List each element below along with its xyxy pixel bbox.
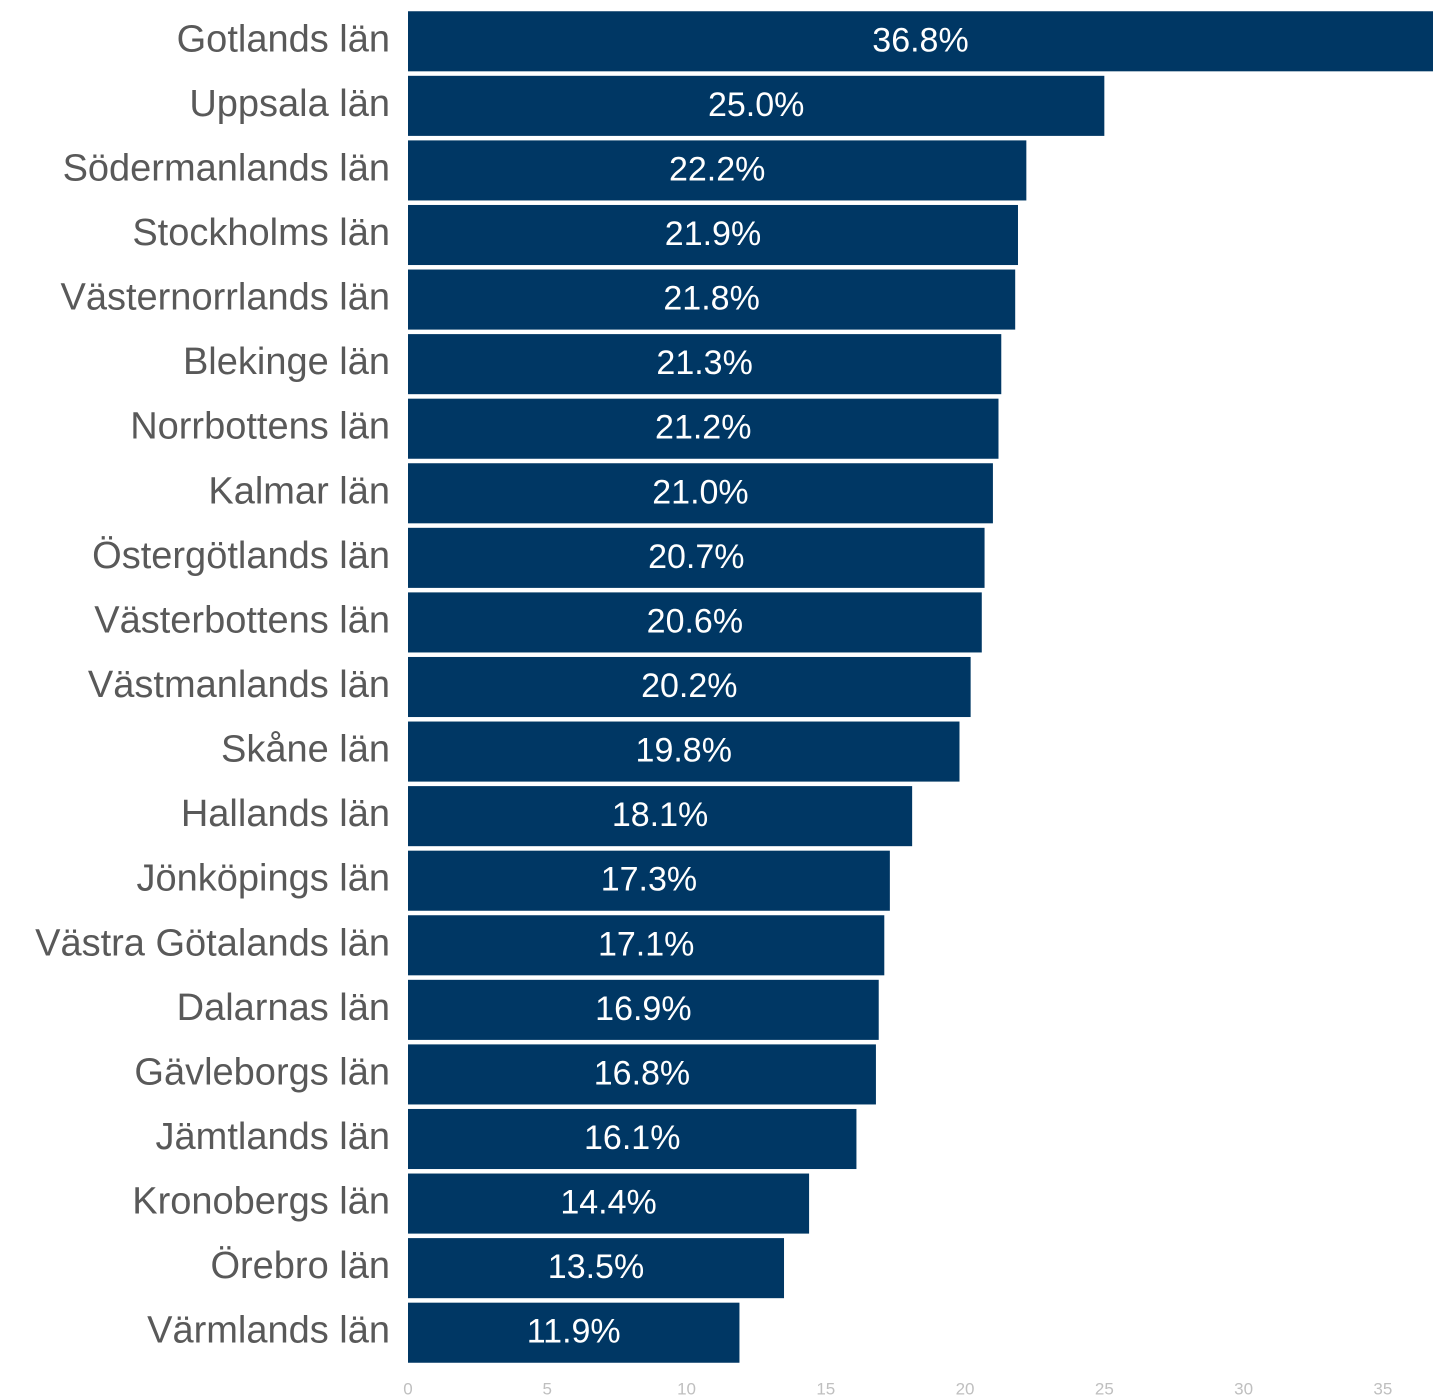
bar xyxy=(408,979,879,1040)
value-label: 16.1% xyxy=(584,1119,680,1157)
bar xyxy=(408,1044,876,1105)
value-label: 13.5% xyxy=(548,1248,644,1286)
value-label: 18.1% xyxy=(612,796,708,834)
value-label: 21.2% xyxy=(655,409,751,447)
x-tick-label: 35 xyxy=(1373,1379,1392,1398)
value-label: 20.2% xyxy=(641,667,737,705)
y-tick-label: Örebro län xyxy=(210,1245,390,1287)
y-tick-label: Västerbottens län xyxy=(94,599,390,641)
value-label: 21.8% xyxy=(663,280,759,318)
bar xyxy=(408,1238,785,1299)
x-tick-label: 15 xyxy=(816,1379,835,1398)
value-label: 19.8% xyxy=(636,732,732,770)
y-tick-label: Västernorrlands län xyxy=(60,277,390,319)
x-tick-label: 20 xyxy=(956,1379,975,1398)
y-tick-label: Södermanlands län xyxy=(63,147,390,189)
y-tick-label: Dalarnas län xyxy=(177,987,390,1029)
bar xyxy=(408,592,982,653)
bar xyxy=(408,656,971,718)
y-tick-label: Norrbottens län xyxy=(130,406,390,448)
y-tick-label: Östergötlands län xyxy=(92,535,390,577)
bar xyxy=(408,915,885,976)
x-tick-label: 0 xyxy=(403,1379,412,1398)
x-tick-label: 5 xyxy=(543,1379,552,1398)
y-tick-label: Kalmar län xyxy=(208,470,390,512)
bar xyxy=(408,140,1027,201)
x-tick-label: 10 xyxy=(677,1379,696,1398)
bar xyxy=(408,850,890,911)
bar xyxy=(408,527,985,588)
y-tick-label: Gävleborgs län xyxy=(134,1051,390,1093)
value-label: 20.6% xyxy=(647,602,743,640)
y-tick-label: Värmlands län xyxy=(147,1310,390,1352)
value-label: 22.2% xyxy=(669,150,765,188)
value-label: 16.9% xyxy=(595,990,691,1028)
value-label: 20.7% xyxy=(648,538,744,576)
bar xyxy=(408,334,1002,395)
value-label: 21.3% xyxy=(656,344,752,382)
bar xyxy=(408,269,1016,330)
value-label: 21.0% xyxy=(652,473,748,511)
y-tick-label: Jönköpings län xyxy=(136,858,390,900)
bar xyxy=(408,1302,740,1363)
y-tick-label: Kronobergs län xyxy=(132,1181,390,1223)
bar xyxy=(408,1108,857,1170)
x-tick-label: 25 xyxy=(1095,1379,1114,1398)
bar xyxy=(408,11,1433,72)
bar xyxy=(408,1173,810,1234)
value-label: 11.9% xyxy=(527,1313,621,1351)
y-tick-label: Gotlands län xyxy=(177,18,390,60)
bar xyxy=(408,721,960,782)
y-tick-label: Jämtlands län xyxy=(156,1116,390,1158)
bar xyxy=(408,75,1105,136)
value-label: 36.8% xyxy=(872,21,968,59)
y-tick-label: Blekinge län xyxy=(183,341,390,383)
x-tick-label: 30 xyxy=(1234,1379,1253,1398)
value-label: 17.1% xyxy=(598,925,694,963)
bar xyxy=(408,204,1018,266)
value-label: 14.4% xyxy=(560,1184,656,1222)
y-tick-label: Hallands län xyxy=(181,793,390,835)
value-label: 17.3% xyxy=(601,861,697,899)
y-tick-label: Stockholms län xyxy=(132,212,390,254)
y-tick-label: Västra Götalands län xyxy=(35,922,390,964)
y-tick-label: Uppsala län xyxy=(189,83,390,125)
bar xyxy=(408,398,999,459)
y-tick-label: Västmanlands län xyxy=(88,664,390,706)
value-label: 21.9% xyxy=(665,215,761,253)
value-label: 25.0% xyxy=(708,86,804,124)
bar xyxy=(408,786,913,847)
y-tick-label: Skåne län xyxy=(221,729,390,771)
bar xyxy=(408,463,993,524)
value-label: 16.8% xyxy=(594,1054,690,1092)
